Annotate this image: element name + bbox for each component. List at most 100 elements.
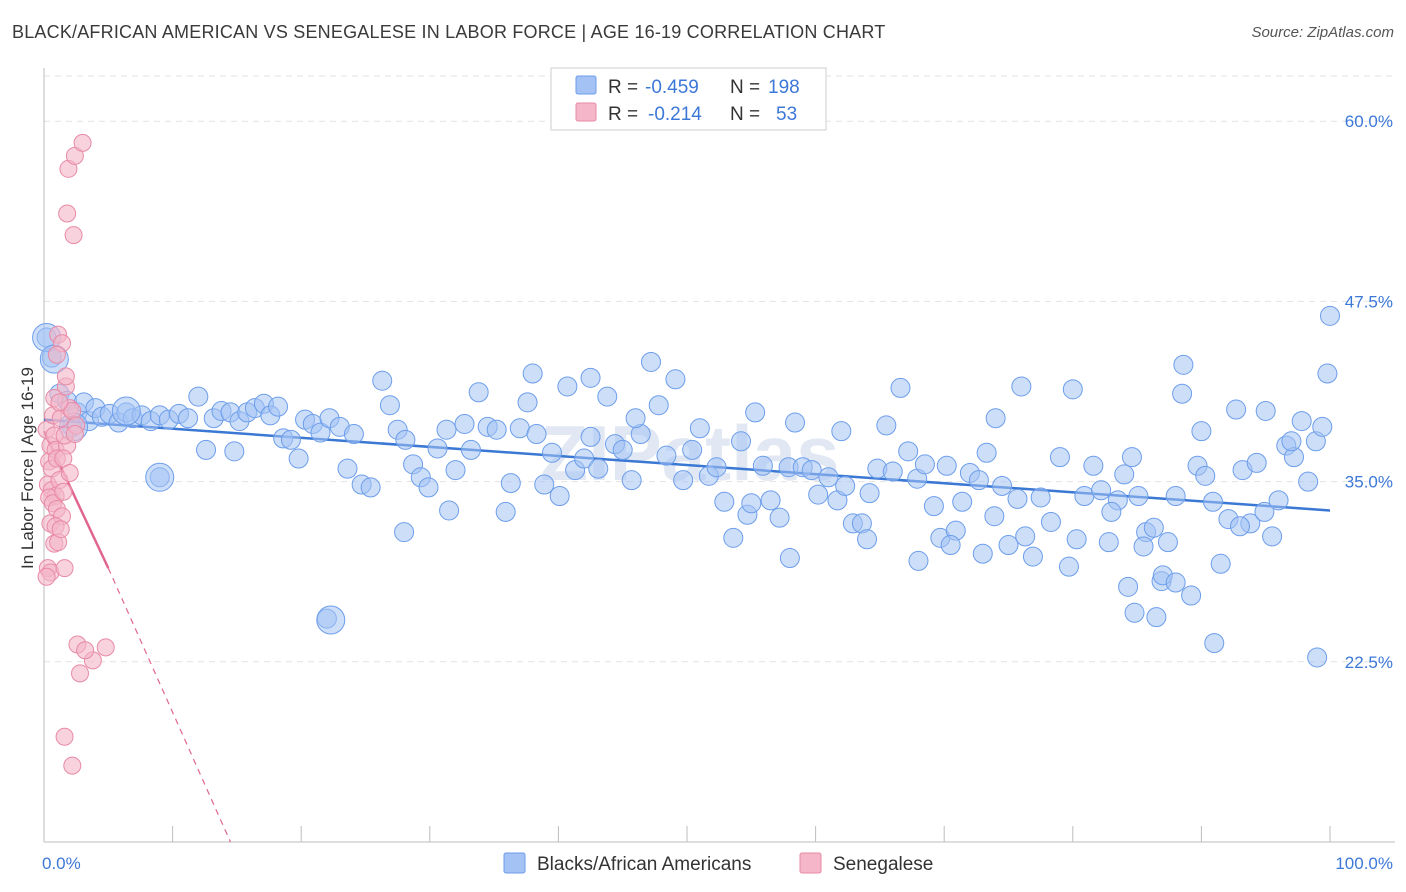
bottom-legend-label-blacks: Blacks/African Americans <box>537 854 751 875</box>
data-point-blacks <box>196 439 217 460</box>
bottom-legend: Blacks/African Americans Senegalese <box>503 852 933 875</box>
data-point-blacks <box>992 475 1013 496</box>
data-point-blacks <box>940 535 961 556</box>
data-point-blacks <box>1229 516 1250 537</box>
data-point-blacks <box>1124 602 1145 623</box>
data-point-blacks <box>1118 576 1139 597</box>
data-point-blacks <box>656 445 677 466</box>
data-point-blacks <box>640 351 661 372</box>
data-point-blacks <box>1255 400 1276 421</box>
data-point-blacks <box>288 448 309 469</box>
chart-title: BLACK/AFRICAN AMERICAN VS SENEGALESE IN … <box>12 22 886 42</box>
data-point-blacks <box>1181 585 1202 606</box>
data-point-blacks <box>360 477 381 498</box>
legend-n-value-2: 53 <box>776 104 797 125</box>
data-point-blacks <box>882 461 903 482</box>
legend-r-label-2: R = <box>608 104 638 125</box>
data-point-blacks <box>557 376 578 397</box>
legend-n-label-1: N = <box>730 77 760 98</box>
data-point-blacks <box>1146 607 1167 628</box>
data-point-blacks <box>486 419 507 440</box>
data-point-blacks <box>1165 486 1186 507</box>
data-point-blacks <box>268 396 289 417</box>
data-point-blacks <box>1083 455 1104 476</box>
data-point-blacks <box>188 386 209 407</box>
data-point-blacks <box>1121 447 1142 468</box>
data-point-blacks <box>588 458 609 479</box>
data-point-blacks <box>1007 488 1028 509</box>
data-point-blacks <box>745 402 766 423</box>
series-blacks-points <box>32 305 1340 668</box>
data-point-blacks <box>1015 526 1036 547</box>
data-point-blacks <box>923 496 944 517</box>
data-point-blacks <box>1262 526 1283 547</box>
data-point-blacks <box>468 382 489 403</box>
data-point-blacks <box>1191 421 1212 442</box>
data-point-blacks <box>1030 487 1051 508</box>
data-point-senegalese <box>47 345 66 364</box>
data-point-blacks <box>714 491 735 512</box>
data-point-blacks <box>936 455 957 476</box>
data-point-blacks <box>316 605 346 635</box>
data-point-blacks <box>445 460 466 481</box>
data-point-blacks <box>1320 305 1340 326</box>
data-point-blacks <box>500 473 521 494</box>
series-senegalese-points <box>37 133 115 775</box>
y-tick-label: 35.0% <box>1345 473 1393 492</box>
tick-labels: 22.5% 35.0% 47.5% 60.0% 0.0% 100.0% <box>42 112 1393 873</box>
data-point-blacks <box>1307 647 1328 668</box>
data-point-blacks <box>801 460 822 481</box>
data-point-blacks <box>1254 501 1275 522</box>
data-point-blacks <box>1202 491 1223 512</box>
data-point-senegalese <box>58 204 77 223</box>
data-point-senegalese <box>55 559 74 578</box>
data-point-blacks <box>785 412 806 433</box>
data-point-blacks <box>343 424 364 445</box>
data-point-blacks <box>760 490 781 511</box>
legend-box: R = -0.459 N = 198 R = -0.214 N = 53 <box>550 67 827 131</box>
data-point-blacks <box>1281 431 1302 452</box>
data-point-blacks <box>509 418 530 439</box>
data-point-blacks <box>625 408 646 429</box>
y-tick-label: 60.0% <box>1345 112 1393 131</box>
data-point-blacks <box>1226 399 1247 420</box>
data-point-blacks <box>1204 633 1225 654</box>
data-point-blacks <box>574 448 595 469</box>
data-point-blacks <box>379 395 400 416</box>
legend-n-value-1: 198 <box>768 77 800 98</box>
data-point-blacks <box>395 429 416 450</box>
bottom-legend-swatch-senegalese <box>799 852 822 874</box>
data-point-senegalese <box>54 482 73 501</box>
data-point-blacks <box>372 370 393 391</box>
data-point-blacks <box>1268 490 1289 511</box>
data-point-blacks <box>831 421 852 442</box>
data-point-senegalese <box>56 367 75 386</box>
data-point-senegalese <box>37 567 56 586</box>
data-point-blacks <box>972 543 993 564</box>
data-point-senegalese <box>60 463 79 482</box>
data-point-blacks <box>534 474 555 495</box>
data-point-blacks <box>280 429 301 450</box>
x-tick-label: 100.0% <box>1335 854 1393 873</box>
data-point-blacks <box>1291 411 1312 432</box>
data-point-blacks <box>682 439 703 460</box>
data-point-blacks <box>1074 486 1095 507</box>
data-point-blacks <box>1062 379 1083 400</box>
data-point-blacks <box>111 396 141 426</box>
data-point-blacks <box>541 442 562 463</box>
data-point-blacks <box>224 441 245 462</box>
data-point-senegalese <box>51 520 70 539</box>
data-point-blacks <box>673 470 694 491</box>
data-point-blacks <box>723 527 744 548</box>
data-point-senegalese <box>96 638 115 657</box>
data-point-blacks <box>1098 532 1119 553</box>
data-point-blacks <box>517 392 538 413</box>
data-point-blacks <box>1133 536 1154 557</box>
data-point-blacks <box>779 548 800 569</box>
legend-r-value-1: -0.459 <box>645 77 699 98</box>
data-point-blacks <box>427 438 448 459</box>
data-point-blacks <box>648 395 669 416</box>
legend-swatch-blacks <box>575 75 597 95</box>
data-point-blacks <box>1066 529 1087 550</box>
